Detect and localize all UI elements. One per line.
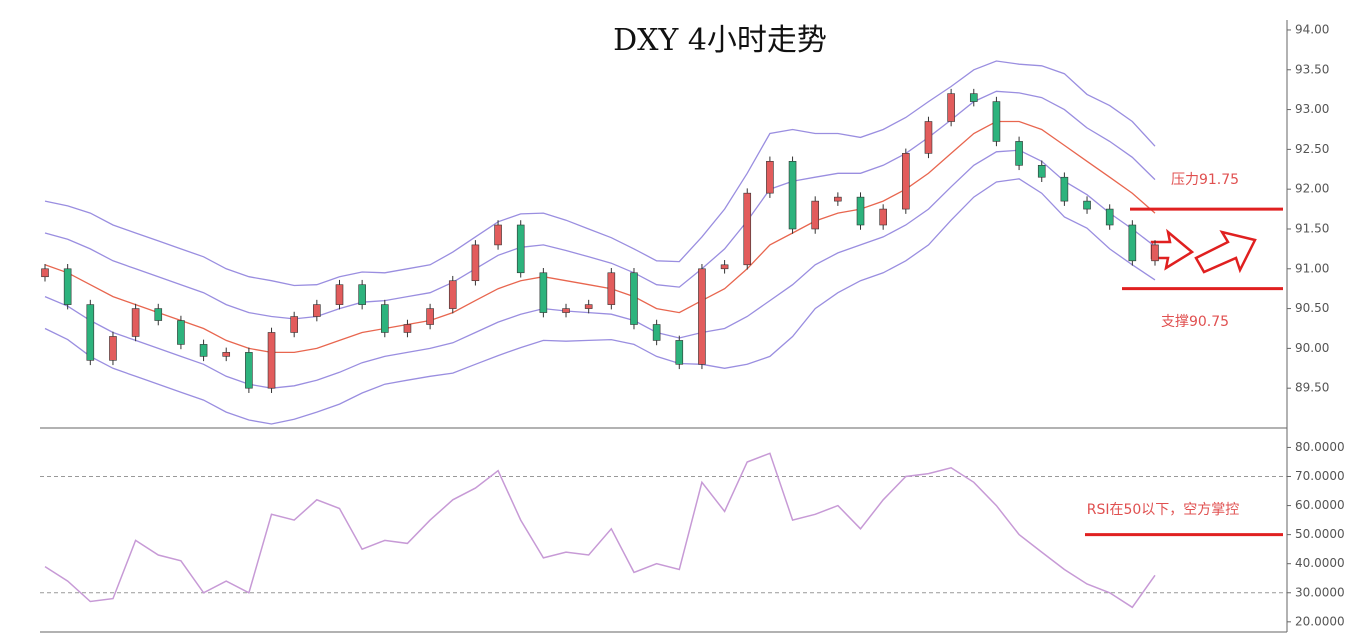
candle-body — [584, 304, 593, 309]
candle-body — [109, 336, 117, 361]
chart-title: DXY 4小时走势 — [613, 23, 827, 58]
candle-body — [1060, 176, 1069, 202]
candle-body — [788, 161, 797, 230]
band-line — [44, 149, 1156, 389]
candle-body — [41, 268, 49, 278]
y-tick-label: 93.50 — [1295, 62, 1329, 76]
band-line — [44, 178, 1156, 425]
candle-body — [652, 324, 661, 341]
candle-body — [358, 284, 366, 305]
candle-body — [313, 304, 321, 317]
candle-body — [630, 272, 638, 325]
candle-body — [86, 304, 95, 361]
rsi-line — [44, 452, 1156, 609]
candle-body — [1105, 208, 1114, 226]
candle-body — [1083, 200, 1091, 210]
candle-body — [403, 324, 412, 333]
y-tick-label: 20.0000 — [1295, 614, 1345, 628]
candle-body — [335, 284, 344, 305]
y-tick-label: 30.0000 — [1295, 585, 1345, 599]
candle-body — [743, 192, 752, 266]
candle-body — [1128, 224, 1137, 262]
band-line — [44, 120, 1156, 354]
candle-body — [811, 200, 820, 230]
candle-body — [131, 308, 140, 337]
annotation: 压力91.75 — [1171, 172, 1239, 188]
candle-body — [947, 93, 955, 122]
candle-body — [902, 153, 910, 210]
y-tick-label: 80.0000 — [1295, 440, 1345, 454]
candle-body — [199, 344, 208, 357]
candle-body — [720, 264, 729, 270]
candle-body — [494, 224, 502, 246]
candle-body — [245, 352, 253, 389]
candle-body — [1151, 244, 1159, 262]
arrows — [1150, 228, 1257, 274]
y-tick-label: 94.00 — [1295, 22, 1329, 36]
candle-body — [856, 196, 865, 226]
candle-body — [562, 308, 570, 313]
candle-body — [380, 304, 389, 333]
y-tick-label: 91.50 — [1295, 221, 1329, 235]
candle-body — [879, 208, 887, 226]
y-tick-label: 70.0000 — [1295, 469, 1345, 483]
candle-body — [448, 280, 457, 309]
y-tick-label: 92.50 — [1295, 142, 1329, 156]
candle-body — [290, 316, 298, 333]
candle-body — [222, 352, 231, 357]
y-tick-label: 90.00 — [1295, 341, 1329, 355]
band-line — [44, 60, 1156, 287]
candle-body — [766, 161, 774, 194]
candle-body — [539, 272, 548, 313]
y-tick-label: 60.0000 — [1295, 498, 1345, 512]
y-tick-label: 91.00 — [1295, 261, 1329, 275]
candle-body — [834, 196, 842, 202]
candle-body — [426, 308, 434, 325]
candle-body — [1015, 141, 1023, 166]
y-tick-label: 92.00 — [1295, 182, 1329, 196]
band-line — [44, 90, 1156, 320]
candle-body — [154, 308, 163, 321]
candle-body — [516, 224, 525, 274]
arrow — [1194, 230, 1257, 274]
y-tick-label: 50.0000 — [1295, 527, 1345, 541]
y-tick-label: 89.50 — [1295, 381, 1329, 395]
candle-body — [698, 268, 706, 365]
candle-body — [63, 268, 72, 305]
candle-body — [992, 101, 1001, 142]
candle-body — [177, 320, 185, 345]
candle-body — [969, 93, 978, 102]
y-tick-label: 90.50 — [1295, 301, 1329, 315]
y-tick-label: 40.0000 — [1295, 556, 1345, 570]
candle-body — [471, 244, 480, 282]
y-tick-label: 93.00 — [1295, 102, 1329, 116]
candle-body — [924, 121, 933, 154]
candle-body — [1037, 164, 1046, 178]
candle-body — [675, 340, 684, 365]
candle-body — [267, 332, 276, 389]
candle-body — [607, 272, 616, 305]
annotation: 支撑90.75 — [1161, 314, 1229, 330]
annotation: RSI在50以下，空方掌控 — [1087, 502, 1240, 518]
